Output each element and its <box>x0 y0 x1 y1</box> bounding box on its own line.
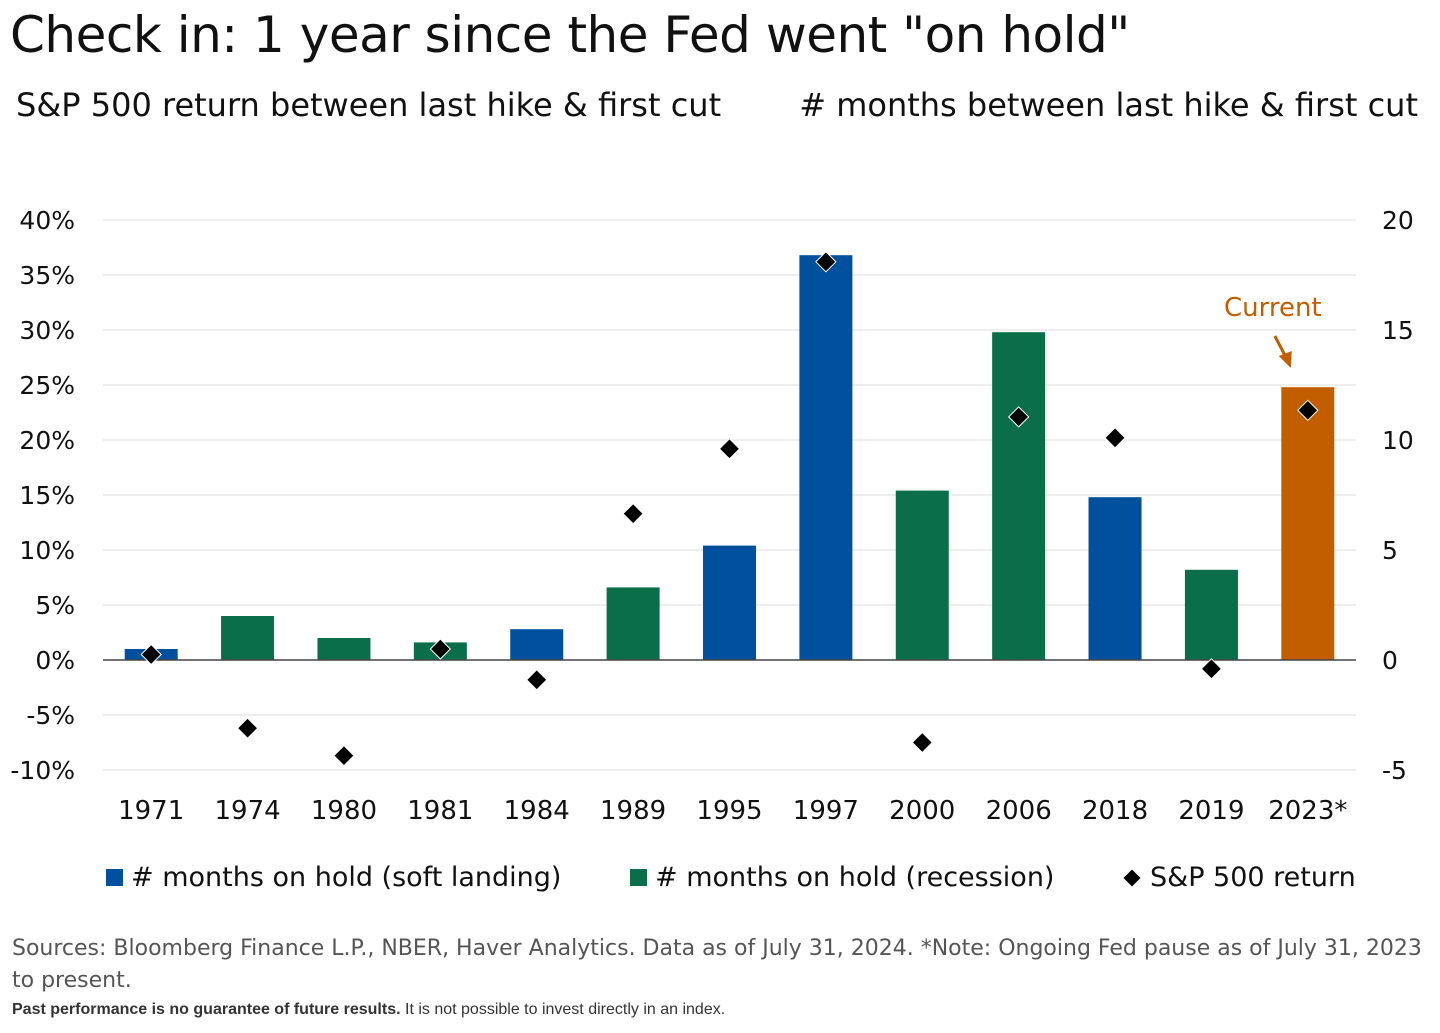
bar-recession <box>221 616 275 660</box>
right-tick-label: -5 <box>1382 756 1407 785</box>
bar-recession <box>317 638 371 660</box>
category-label: 2006 <box>986 796 1052 826</box>
disclaimer-text: It is not possible to invest directly in… <box>400 1001 726 1018</box>
legend-swatch-blue <box>106 869 123 886</box>
return-marker <box>911 731 933 754</box>
return-marker <box>1297 399 1319 422</box>
legend-soft-landing: # months on hold (soft landing) <box>106 862 561 893</box>
return-marker <box>140 643 162 666</box>
sources-note: Sources: Bloomberg Finance L.P., NBER, H… <box>12 936 1422 993</box>
left-tick-label: -5% <box>26 701 75 730</box>
left-axis-subtitle: S&P 500 return between last hike & first… <box>16 86 722 124</box>
chart-title: Check in: 1 year since the Fed went "on … <box>10 6 1130 64</box>
legend-swatch-green <box>630 869 647 886</box>
legend-label: S&P 500 return <box>1150 862 1356 893</box>
category-label: 1995 <box>696 796 762 826</box>
return-marker <box>429 638 452 660</box>
return-marker <box>1200 658 1223 680</box>
return-markers <box>140 251 1319 767</box>
bar-recession <box>606 587 660 660</box>
current-arrow-head <box>1278 351 1292 368</box>
return-marker <box>333 744 355 767</box>
left-axis-ticks: 40% 35% 30% 25% 20% 15% 10% 5% 0% -5% -10% <box>10 206 75 785</box>
bar-soft-landing <box>703 545 756 660</box>
right-axis-subtitle: # months between last hike & first cut <box>799 86 1418 124</box>
current-annotation: Current <box>1224 293 1322 368</box>
right-tick-label: 15 <box>1382 316 1414 345</box>
legend-label: # months on hold (recession) <box>655 862 1055 893</box>
bar-soft-landing <box>510 629 564 660</box>
current-label: Current <box>1224 293 1322 323</box>
category-label: 2000 <box>889 796 955 826</box>
return-marker <box>815 251 837 273</box>
category-label: 1981 <box>407 796 473 826</box>
left-tick-label: -10% <box>10 756 75 785</box>
disclaimer-bold: Past performance is no guarantee of futu… <box>12 1001 401 1018</box>
category-label: 1989 <box>600 796 666 826</box>
disclaimer: Past performance is no guarantee of futu… <box>12 1001 725 1019</box>
return-marker <box>1104 427 1126 449</box>
right-tick-label: 10 <box>1382 426 1414 455</box>
left-tick-label: 35% <box>19 261 75 290</box>
return-marker <box>236 717 259 739</box>
bar-current <box>1281 387 1335 660</box>
left-tick-label: 5% <box>35 591 75 620</box>
category-label: 1980 <box>311 796 377 826</box>
right-tick-label: 20 <box>1382 206 1414 235</box>
legend-return: S&P 500 return <box>1123 862 1356 893</box>
legend-label: # months on hold (soft landing) <box>131 862 562 893</box>
left-tick-label: 10% <box>19 536 75 565</box>
left-tick-label: 20% <box>19 426 75 455</box>
category-label: 1971 <box>118 796 184 826</box>
category-label: 1997 <box>793 796 859 826</box>
left-tick-label: 0% <box>35 646 75 675</box>
category-label: 2018 <box>1082 796 1148 826</box>
category-label: 1984 <box>504 796 570 826</box>
category-label: 1974 <box>214 796 280 826</box>
return-marker <box>622 502 644 525</box>
category-label: 2023* <box>1268 796 1347 826</box>
gridlines <box>103 219 1356 771</box>
right-tick-label: 5 <box>1382 536 1398 565</box>
bars <box>124 255 1335 660</box>
legend-recession: # months on hold (recession) <box>630 862 1054 893</box>
bar-recession <box>1184 569 1238 660</box>
chart-plot: 40% 35% 30% 25% 20% 15% 10% 5% 0% -5% -10% 20 15 10 5… <box>10 206 1414 826</box>
bar-recession <box>992 332 1046 660</box>
right-tick-label: 0 <box>1382 646 1398 675</box>
bar-soft-landing <box>799 255 853 660</box>
bar-soft-landing <box>1088 497 1142 660</box>
current-arrow-line <box>1273 335 1288 358</box>
left-tick-label: 40% <box>19 206 75 235</box>
category-label: 2019 <box>1178 796 1244 826</box>
left-tick-label: 30% <box>19 316 75 345</box>
left-tick-label: 15% <box>19 481 75 510</box>
right-axis-ticks: 20 15 10 5 0 -5 <box>1382 206 1414 785</box>
legend-diamond-icon <box>1123 869 1141 886</box>
category-labels: 1971 1974 1980 1981 1984 1989 1995 1997 2000 2006… <box>118 796 1347 826</box>
bar-recession <box>895 490 949 660</box>
left-tick-label: 25% <box>19 371 75 400</box>
return-marker <box>718 438 741 460</box>
return-marker <box>526 669 548 691</box>
return-marker <box>1007 406 1030 428</box>
